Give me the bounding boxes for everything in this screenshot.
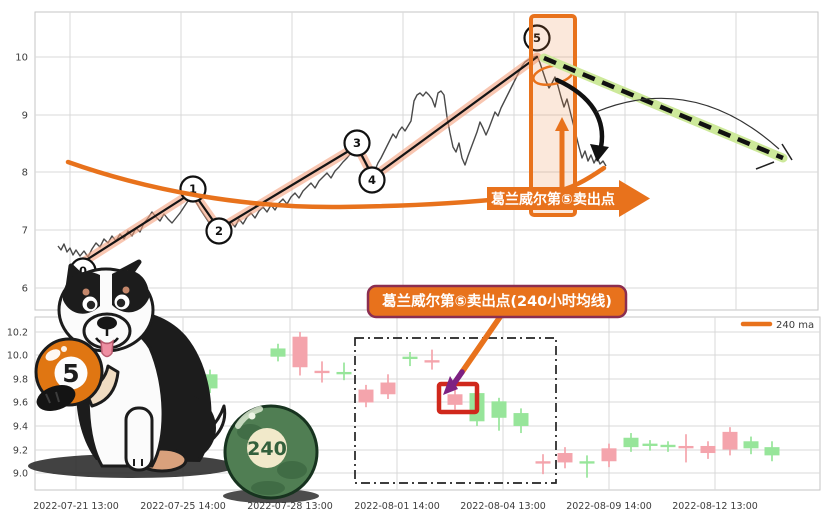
xtick-date-label: 2022-07-25 14:00 — [140, 501, 226, 512]
dog-tongue — [101, 341, 113, 357]
top-sell-label: 葛兰威尔第⑤卖出点 — [490, 191, 615, 208]
bottom-ytick-label: 9.0 — [13, 469, 28, 480]
wave-marker-number: 3 — [353, 136, 361, 150]
candle-body — [723, 432, 738, 450]
ball5-number: 5 — [62, 359, 79, 388]
bottom-ytick-label: 10.0 — [7, 351, 28, 362]
candle-body — [661, 445, 676, 447]
top-ytick-label: 7 — [22, 226, 28, 237]
dog-front-leg — [126, 408, 152, 470]
legend-label: 240 ma — [776, 320, 814, 331]
wave-marker-number: 2 — [215, 224, 223, 238]
candle-body — [337, 372, 352, 374]
ball5-glint-dot — [61, 346, 67, 352]
dog-nose — [97, 317, 117, 330]
dog-pupil-right — [117, 299, 125, 307]
dog-brow-left — [83, 289, 90, 296]
ball240-mottle-3 — [251, 481, 285, 495]
dog-pupil-left — [87, 301, 95, 309]
candle-body — [558, 453, 573, 462]
ball240-mottle-2 — [277, 461, 307, 479]
candle-body — [679, 446, 694, 448]
top-ytick-label: 8 — [22, 168, 28, 179]
candle-body — [744, 441, 759, 448]
sell-zone-highlight-rect — [531, 16, 575, 215]
candle-body — [271, 348, 286, 356]
xtick-date-label: 2022-08-01 14:00 — [354, 501, 440, 512]
granville-sell-point-chart: 10 9 8 7 6 10.2 10.0 9.8 9.6 9.4 9.2 9.0 2022-07-21 … — [0, 0, 822, 520]
candle-body — [425, 360, 440, 362]
bottom-sell-label: 葛兰威尔第⑤卖出点(240小时均线) — [381, 292, 612, 310]
bottom-ytick-label: 9.8 — [13, 375, 28, 386]
candle-body — [536, 461, 551, 463]
candle-body — [381, 383, 396, 395]
ball240-number: 240 — [247, 438, 287, 460]
candle-body — [492, 401, 507, 417]
billiard-ball-240: 240 — [225, 406, 317, 498]
bottom-ytick-label: 9.4 — [13, 422, 28, 433]
xtick-date-label: 2022-07-21 13:00 — [33, 501, 119, 512]
xtick-date-label: 2022-08-04 13:00 — [460, 501, 546, 512]
candle-body — [643, 444, 658, 446]
candle-body — [293, 337, 308, 368]
top-ytick-label: 10 — [15, 53, 28, 64]
candle-body — [403, 357, 418, 359]
bottom-ytick-label: 9.2 — [13, 446, 28, 457]
candle-body — [624, 438, 639, 447]
candle-body — [580, 461, 595, 463]
candle-body — [315, 371, 330, 373]
bottom-ytick-label: 10.2 — [7, 328, 28, 339]
wave-marker-number: 4 — [368, 173, 376, 187]
top-ytick-label: 6 — [22, 284, 28, 295]
bottom-ytick-label: 9.6 — [13, 398, 28, 409]
xtick-date-label: 2022-08-12 13:00 — [672, 501, 758, 512]
ball240-glint-dot — [249, 413, 256, 420]
candle-body — [602, 448, 617, 461]
bottom-sell-label-box: 葛兰威尔第⑤卖出点(240小时均线) — [368, 286, 626, 317]
candle-body — [765, 447, 780, 455]
top-ytick-label: 9 — [22, 111, 28, 122]
candle-body — [701, 446, 716, 453]
dog-brow-right — [123, 287, 130, 294]
candle-body — [359, 390, 374, 403]
xtick-date-label: 2022-08-09 14:00 — [566, 501, 652, 512]
candle-body — [448, 394, 463, 405]
candle-body — [514, 413, 529, 426]
chart-page: 10 9 8 7 6 10.2 10.0 9.8 9.6 9.4 9.2 9.0 2022-07-21 … — [0, 0, 822, 520]
